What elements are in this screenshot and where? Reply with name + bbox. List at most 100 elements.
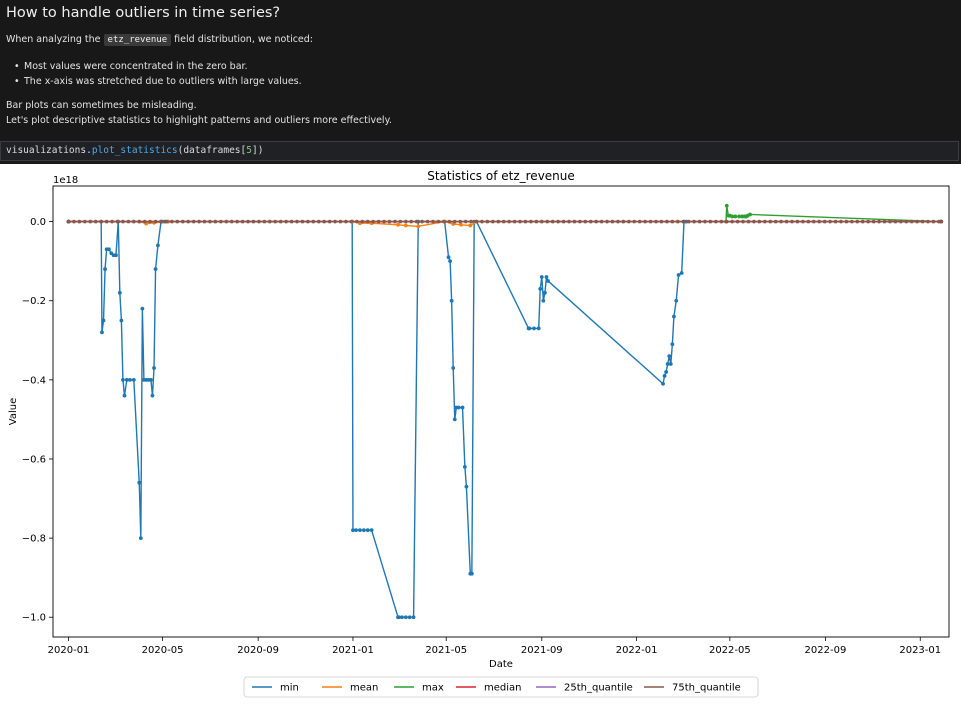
series-point-min	[365, 528, 370, 533]
series-point-min	[100, 330, 104, 335]
chart-title: Statistics of etz_revenue	[427, 169, 575, 183]
baseline-point	[469, 219, 473, 224]
legend-label-mean: mean	[350, 683, 378, 694]
y-tick-label: −1.0	[22, 613, 46, 624]
baseline-point	[909, 219, 914, 224]
baseline-point	[480, 219, 484, 224]
baseline-point	[773, 219, 778, 224]
baseline-point	[463, 219, 468, 224]
series-point-mean	[396, 222, 400, 227]
baseline-point	[88, 219, 93, 224]
baseline-point	[491, 219, 495, 224]
series-point-min	[449, 298, 454, 303]
baseline-point	[132, 219, 136, 224]
baseline-point	[784, 219, 789, 224]
baseline-point	[376, 219, 381, 224]
series-point-min	[358, 528, 362, 533]
series-point-mean	[468, 223, 473, 228]
baseline-point	[926, 219, 930, 224]
y-tick-label: −0.6	[22, 454, 46, 465]
series-point-min	[527, 326, 532, 331]
baseline-point	[365, 219, 370, 224]
series-point-min	[117, 290, 122, 295]
series-point-min	[456, 405, 461, 410]
code-token-index: 5	[246, 145, 252, 156]
baseline-point	[180, 219, 185, 224]
baseline-point	[714, 219, 718, 224]
x-tick-label: 2020-05	[142, 645, 184, 656]
baseline-point	[512, 219, 517, 224]
baseline-point	[795, 219, 800, 224]
baseline-point	[811, 219, 816, 224]
baseline-point	[681, 219, 686, 224]
baseline-point	[518, 219, 522, 224]
baseline-point	[170, 219, 174, 224]
series-point-min	[451, 366, 456, 370]
baseline-point	[708, 219, 713, 224]
legend-label-25th_quantile: 25th_quantile	[564, 683, 633, 694]
series-point-min	[674, 298, 679, 303]
baseline-point	[779, 219, 783, 224]
baseline-point	[273, 219, 278, 224]
baseline-point	[855, 219, 860, 224]
baseline-point	[93, 219, 98, 224]
baseline-point	[893, 219, 898, 224]
baseline-point	[654, 219, 658, 224]
series-point-min	[131, 377, 136, 382]
baseline-point	[246, 219, 250, 224]
baseline-point	[833, 219, 838, 224]
baseline-point	[763, 219, 767, 224]
code-cell-input[interactable]: visualizations.plot_statistics(dataframe…	[0, 141, 959, 161]
baseline-point	[371, 219, 375, 224]
series-point-min	[396, 615, 401, 620]
markdown-cell: How to handle outliers in time series? W…	[0, 0, 961, 140]
series-point-min	[369, 528, 374, 533]
baseline-point	[164, 219, 169, 224]
baseline-point	[322, 219, 327, 224]
series-point-min	[532, 326, 536, 331]
baseline-point	[219, 219, 223, 224]
baseline-point	[632, 219, 637, 224]
x-tick-label: 2020-09	[237, 645, 279, 656]
statistics-chart: Statistics of etz_revenue 1e18 0.0 −0.2 −0.4…	[8, 169, 950, 698]
series-point-min	[464, 484, 469, 489]
series-point-min	[664, 370, 669, 374]
baseline-point	[556, 219, 560, 224]
legend-box	[243, 676, 759, 698]
baseline-point	[142, 219, 147, 224]
baseline-point	[338, 219, 343, 224]
series-point-min	[128, 377, 132, 382]
code-token-args-open: (dataframes[	[177, 145, 247, 156]
baseline-point	[349, 219, 354, 224]
baseline-point	[452, 219, 457, 224]
code-token-dot: .	[86, 145, 92, 156]
baseline-point	[659, 219, 664, 224]
baseline-point	[414, 219, 419, 224]
list-item: The x-axis was stretched due to outliers…	[14, 74, 302, 89]
baseline-point	[115, 219, 120, 224]
legend-label-max: max	[422, 683, 444, 694]
baseline-point	[104, 219, 109, 224]
baseline-point	[148, 219, 152, 224]
plot-area-frame	[52, 185, 950, 638]
baseline-point	[545, 219, 550, 224]
baseline-point	[213, 219, 218, 224]
legend-label-min: min	[280, 683, 299, 694]
series-point-min	[137, 480, 142, 485]
series-point-min	[122, 393, 127, 398]
baseline-point	[931, 219, 936, 224]
baseline-point	[578, 219, 582, 224]
baseline-point	[719, 219, 724, 224]
series-point-min	[546, 279, 550, 283]
baseline-point	[485, 219, 490, 224]
baseline-point	[866, 219, 870, 224]
baseline-point	[920, 219, 925, 224]
baseline-point	[588, 219, 593, 224]
y-tick-label: −0.4	[22, 375, 46, 386]
y-tick-label: −0.2	[22, 296, 46, 307]
series-point-min	[403, 615, 408, 620]
baseline-point	[888, 219, 892, 224]
baseline-point	[404, 219, 408, 224]
baseline-point	[724, 219, 729, 224]
baseline-point	[300, 219, 305, 224]
